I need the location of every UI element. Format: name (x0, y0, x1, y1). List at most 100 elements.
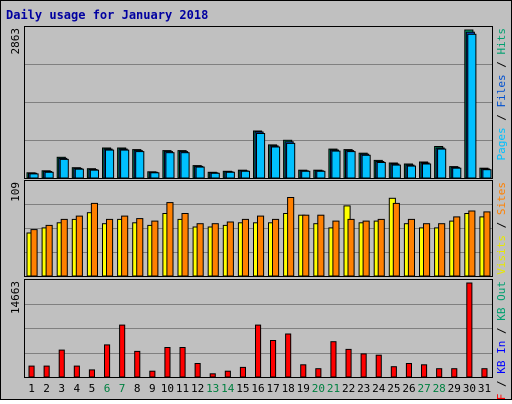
x-label-day-20: 20 (312, 382, 325, 395)
panel-kbytes: 14663 KB F / KB In / KB Out (9, 279, 508, 404)
legend-entry: / (495, 55, 508, 75)
bar-pages-day-12 (195, 166, 205, 179)
panel-visits-sites: 109 Visits / Sites (9, 180, 508, 277)
bar-pages-day-18 (286, 142, 296, 179)
bar-kb-f-day-6 (104, 344, 111, 378)
x-label-day-4: 4 (73, 382, 80, 395)
x-label-day-1: 1 (28, 382, 35, 395)
x-label-day-13: 13 (206, 382, 219, 395)
bar-kb-f-day-9 (149, 370, 156, 378)
bar-pages-day-7 (120, 149, 130, 179)
bar-kb-f-day-8 (134, 350, 141, 378)
bar-kb-f-day-19 (300, 364, 307, 378)
bar-pages-day-14 (225, 171, 235, 179)
bar-kb-f-day-26 (405, 363, 412, 378)
bar-kb-f-day-28 (436, 368, 443, 378)
legend-entry: Hits (495, 28, 508, 55)
x-label-day-16: 16 (251, 382, 264, 395)
bar-sites-day-31 (483, 211, 491, 277)
x-label-day-7: 7 (119, 382, 126, 395)
bar-kb-f-day-18 (285, 333, 292, 378)
bar-sites-day-28 (438, 223, 446, 277)
bar-pages-day-11 (180, 152, 190, 179)
x-label-day-26: 26 (402, 382, 415, 395)
legend-entry: / (495, 108, 508, 128)
bar-sites-day-18 (287, 197, 295, 277)
bar-pages-day-30 (467, 33, 477, 179)
bar-kb-f-day-16 (255, 324, 262, 378)
bar-sites-day-29 (453, 216, 461, 277)
legend-entry: / (495, 215, 508, 235)
bar-sites-day-10 (166, 202, 174, 277)
legend-entry: KB Out (495, 281, 508, 321)
x-label-day-28: 28 (433, 382, 446, 395)
bar-sites-day-11 (181, 213, 189, 277)
bar-kb-f-day-7 (119, 324, 126, 378)
bar-pages-day-6 (105, 149, 115, 179)
x-label-day-2: 2 (43, 382, 50, 395)
bar-kb-f-day-31 (481, 368, 488, 378)
x-axis-labels: 1 2 3 4 5 6 7 8 9 10 11 12 13 14 15 16 17 18 19 20 21 22 23 24 2… (28, 382, 491, 395)
panel-hits-files-pages: 2863 Pages / Files / Hits (9, 26, 508, 179)
x-label-day-6: 6 (104, 382, 111, 395)
bar-sites-day-14 (226, 221, 234, 277)
x-label-day-15: 15 (236, 382, 249, 395)
x-label-day-24: 24 (372, 382, 386, 395)
bar-sites-day-12 (196, 223, 204, 277)
bar-sites-day-7 (121, 215, 129, 277)
x-label-day-23: 23 (357, 382, 370, 395)
bar-sites-day-27 (423, 223, 431, 277)
bar-kb-f-day-14 (224, 370, 231, 378)
bar-kb-f-day-3 (58, 349, 65, 378)
bar-kb-f-day-20 (315, 368, 322, 378)
bar-sites-day-24 (377, 218, 385, 277)
bar-sites-day-6 (106, 218, 114, 277)
bar-sites-day-5 (90, 202, 99, 277)
bar-pages-day-17 (271, 146, 281, 179)
bar-kb-f-day-29 (451, 368, 458, 378)
x-label-day-10: 10 (161, 382, 174, 395)
x-label-day-12: 12 (191, 382, 204, 395)
bar-sites-day-30 (468, 210, 476, 277)
x-label-day-14: 14 (221, 382, 235, 395)
x-label-day-27: 27 (417, 382, 430, 395)
bar-sites-day-9 (151, 220, 159, 277)
legend-entry: / (495, 321, 508, 341)
x-label-day-30: 30 (463, 382, 476, 395)
bar-sites-day-17 (272, 218, 280, 277)
bar-pages-day-3 (59, 158, 69, 179)
bar-pages-day-27 (422, 163, 432, 179)
bar-kb-f-day-24 (375, 354, 382, 378)
legend: Visits / Sites (495, 182, 508, 275)
bar-sites-day-16 (257, 215, 265, 277)
bar-kb-f-day-11 (179, 347, 186, 378)
x-label-day-18: 18 (282, 382, 295, 395)
y-max-label: 2863 (9, 28, 22, 55)
bar-kb-f-day-27 (421, 364, 428, 378)
bar-pages-day-13 (210, 172, 220, 179)
bar-kb-f-day-22 (345, 348, 352, 378)
bar-pages-day-1 (29, 173, 39, 179)
bar-pages-day-28 (437, 148, 447, 179)
bar-pages-day-8 (135, 151, 145, 179)
x-label-day-22: 22 (342, 382, 355, 395)
x-label-day-25: 25 (387, 382, 400, 395)
bar-kb-f-day-17 (270, 340, 277, 378)
bar-pages-day-19 (301, 170, 311, 179)
bar-sites-day-25 (392, 202, 400, 277)
x-label-day-11: 11 (176, 382, 189, 395)
bar-sites-day-3 (60, 218, 68, 277)
legend-entry: KB In (495, 341, 508, 374)
bar-pages-day-21 (331, 150, 341, 179)
bar-sites-day-22 (347, 218, 355, 277)
x-label-day-17: 17 (266, 382, 279, 395)
bar-kb-f-day-15 (239, 366, 246, 378)
bar-kb-f-day-2 (43, 365, 50, 378)
bar-kb-f-day-10 (164, 347, 171, 378)
y-max-label: 109 (9, 182, 22, 202)
x-label-day-9: 9 (149, 382, 156, 395)
bar-pages-day-16 (256, 133, 266, 179)
bar-pages-day-10 (165, 152, 175, 179)
chart-title: Daily usage for January 2018 (6, 8, 208, 22)
